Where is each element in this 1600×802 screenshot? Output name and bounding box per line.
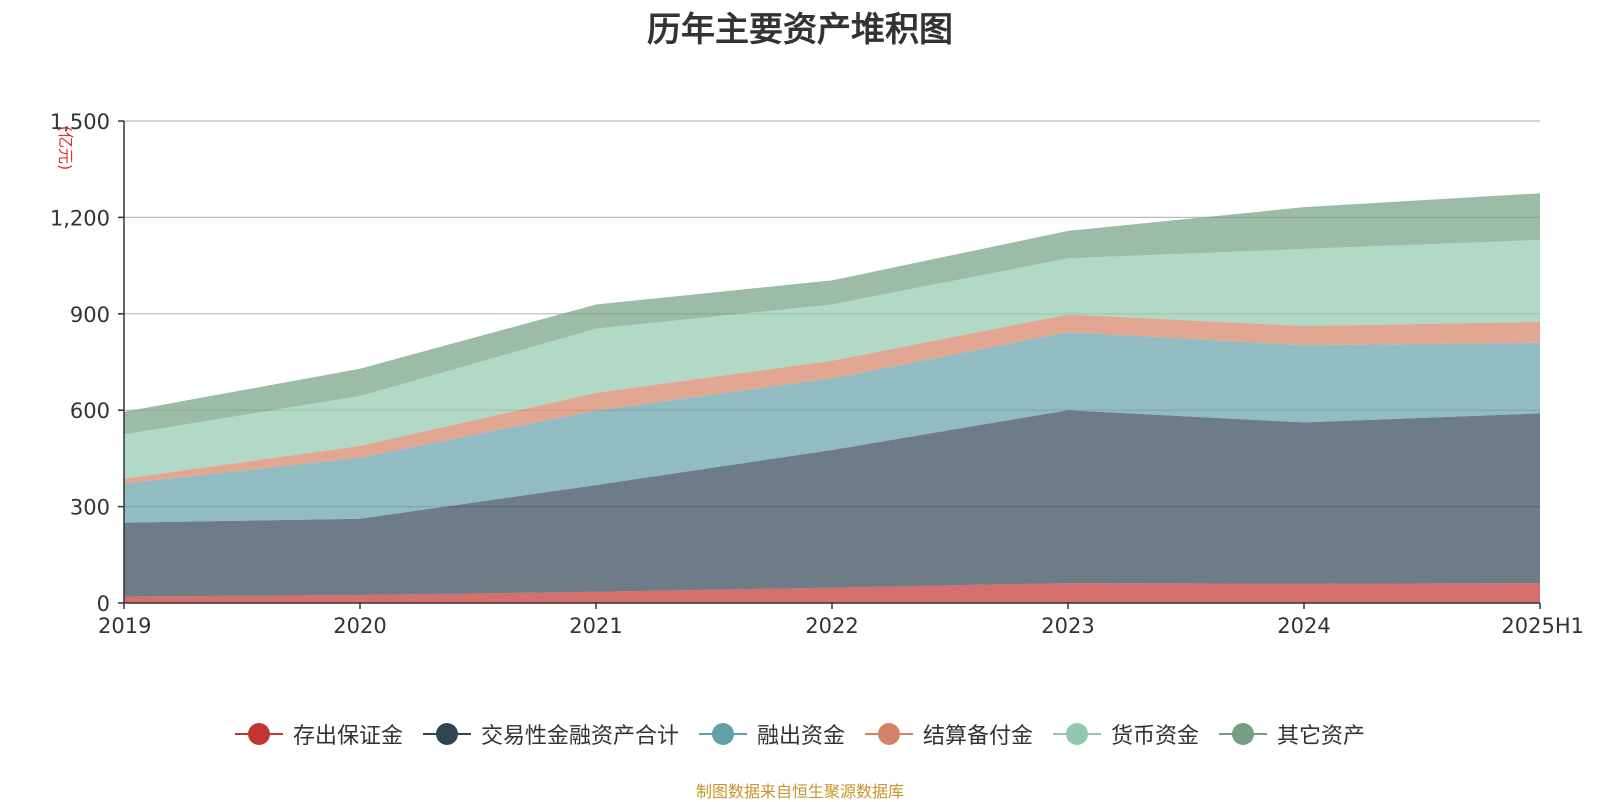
area-series (124, 410, 1540, 597)
x-tick-label: 2024 (1277, 614, 1330, 638)
area-series (124, 332, 1540, 523)
y-tick-label: 0 (97, 592, 110, 616)
chart-title: 历年主要资产堆积图 (647, 10, 953, 50)
y-tick-label: 300 (70, 496, 110, 520)
legend-item[interactable]: 存出保证金 (234, 718, 403, 750)
x-tick-label: 2020 (333, 614, 386, 638)
legend-label: 其它资产 (1277, 724, 1366, 749)
axes: 0 300 600 900 1,200 1,500 2019 2020 2021 2022 2023… (50, 110, 1584, 638)
legend-label: 交易性金融资产合计 (480, 724, 679, 749)
area-series (124, 193, 1540, 435)
y-tick-label: 900 (70, 303, 110, 327)
legend-label: 结算备付金 (923, 724, 1034, 749)
area-series (124, 314, 1540, 484)
legend-item[interactable]: 其它资产 (1219, 718, 1365, 750)
y-tick-label: 600 (70, 399, 110, 423)
legend: 存出保证金 交易性金融资产合计 融出资金 结算备付金 货币资金 其它资产 (0, 718, 1600, 750)
x-tick-label: 2023 (1041, 614, 1094, 638)
x-tick-label: 2021 (569, 614, 622, 638)
y-tick-label: 1,200 (50, 206, 110, 230)
legend-marker-icon (865, 722, 913, 746)
legend-item[interactable]: 交易性金融资产合计 (422, 718, 679, 750)
legend-label: 货币资金 (1111, 724, 1200, 749)
legend-item[interactable]: 货币资金 (1053, 718, 1199, 750)
legend-marker-icon (1219, 722, 1268, 746)
y-tick-label: 1,500 (50, 110, 110, 134)
legend-label: 存出保证金 (292, 724, 403, 749)
legend-label: 融出资金 (756, 724, 845, 749)
legend-item[interactable]: 结算备付金 (865, 718, 1033, 750)
legend-marker-icon (1053, 722, 1102, 746)
x-tick-label: 2022 (805, 614, 858, 638)
legend-item[interactable]: 融出资金 (698, 718, 845, 750)
legend-marker-icon (234, 722, 283, 746)
legend-marker-icon (422, 722, 471, 746)
area-series (124, 239, 1540, 479)
area-series (124, 583, 1540, 603)
y-unit-label: (亿元) (56, 126, 75, 171)
x-tick-label: 2025H1 (1501, 614, 1584, 638)
source-note: 制图数据来自恒生聚源数据库 (695, 782, 904, 801)
legend-marker-icon (698, 722, 747, 746)
x-tick-label: 2019 (98, 614, 151, 638)
area-layer (124, 193, 1540, 603)
